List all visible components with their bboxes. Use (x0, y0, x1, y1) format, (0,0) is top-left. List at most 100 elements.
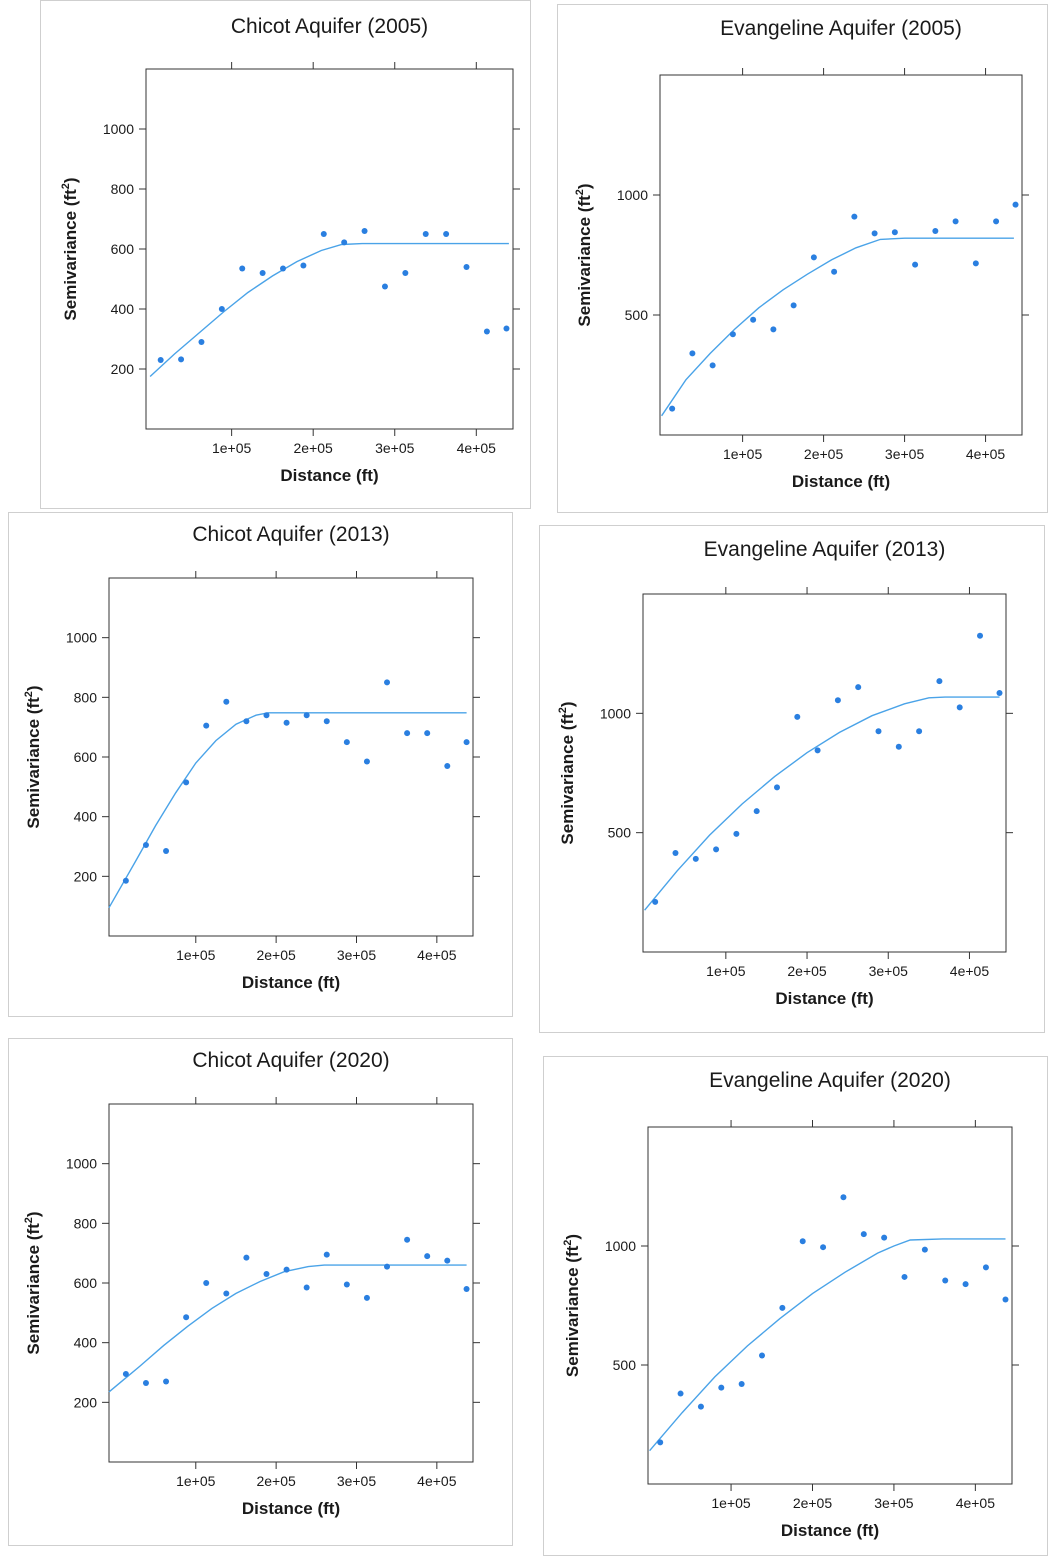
data-point (223, 698, 230, 705)
x-tick-label: 4e+05 (417, 947, 457, 963)
chart-svg: Chicot Aquifer (2005) 1e+05 2e+05 3e+05 4e+0… (60, 15, 520, 485)
data-point (381, 283, 388, 290)
y-tick-label: 800 (111, 181, 135, 197)
x-axis-label: Distance (ft) (781, 1521, 879, 1540)
data-point (779, 1304, 786, 1311)
y-axis-label-superscript: 2 (557, 707, 569, 713)
data-point (444, 762, 451, 769)
data-point (198, 339, 205, 345)
y-axis-label: Semivariance (ft2) (557, 701, 577, 844)
data-point (689, 350, 696, 357)
data-point (263, 1271, 270, 1278)
data-point (677, 1390, 684, 1397)
y-axis-label-superscript: 2 (60, 183, 72, 189)
y-axis-label: Semivariance (ft2) (60, 177, 80, 320)
data-point (794, 713, 801, 720)
y-tick-label: 200 (111, 361, 135, 377)
x-tick-label: 4e+05 (956, 1495, 996, 1511)
data-point (759, 1352, 766, 1359)
data-point (363, 758, 370, 765)
data-point (952, 218, 959, 225)
x-tick-label: 3e+05 (337, 947, 377, 963)
data-point (243, 718, 250, 725)
y-axis-label-superscript: 2 (574, 189, 586, 195)
x-tick-label: 2e+05 (294, 440, 334, 456)
x-axis-label: Distance (ft) (775, 989, 873, 1008)
data-point (851, 213, 858, 220)
y-axis-label-main: Semivariance (ft (575, 195, 594, 327)
data-point (122, 1370, 129, 1377)
x-tick-label: 2e+05 (793, 1495, 833, 1511)
y-axis-label-superscript: 2 (23, 691, 35, 697)
data-point (901, 1273, 908, 1280)
data-point (713, 846, 720, 853)
data-point (263, 712, 270, 719)
data-point (163, 847, 170, 854)
data-point (283, 1266, 290, 1273)
data-point (142, 842, 149, 849)
data-point (404, 730, 411, 737)
y-tick-label: 500 (625, 307, 649, 323)
data-point (891, 229, 898, 236)
data-point (384, 1263, 391, 1270)
data-point (652, 898, 659, 905)
data-point (341, 239, 348, 246)
data-point (422, 231, 429, 237)
y-axis-label-close: ) (575, 183, 594, 189)
y-tick-label: 800 (74, 689, 98, 705)
data-point (810, 254, 817, 261)
y-tick-label: 500 (608, 825, 632, 841)
y-axis-label-main: Semivariance (ft (563, 1245, 582, 1377)
data-point (142, 1379, 149, 1386)
data-point (223, 1290, 230, 1297)
y-axis-label-close: ) (61, 177, 80, 183)
model-curve (644, 696, 1000, 911)
chart-title: Chicot Aquifer (2013) (192, 523, 389, 546)
x-tick-label: 1e+05 (176, 1473, 216, 1489)
data-point (753, 808, 760, 815)
data-point (697, 1403, 704, 1410)
y-tick-label: 1000 (103, 121, 134, 137)
data-point (834, 697, 841, 704)
y-axis-label: Semivariance (ft2) (562, 1234, 582, 1377)
data-point (424, 1253, 431, 1260)
chart-svg: Evangeline Aquifer (2013) 1e+05 2e+05 3e+05… (557, 538, 1013, 1008)
chart-svg: Evangeline Aquifer (2020) 1e+05 2e+05 3e+05… (562, 1069, 1019, 1540)
y-tick-label: 600 (111, 241, 135, 257)
chart-panel-evangeline-2005: Evangeline Aquifer (2005) 1e+05 2e+05 3e+05… (557, 4, 1048, 513)
y-tick-label: 400 (111, 301, 135, 317)
x-tick-label: 2e+05 (256, 947, 296, 963)
y-tick-label: 500 (613, 1357, 637, 1373)
y-axis-label-main: Semivariance (ft (558, 713, 577, 845)
chart-title: Evangeline Aquifer (2005) (720, 17, 962, 40)
y-axis-label-main: Semivariance (ft (61, 189, 80, 321)
x-tick-label: 3e+05 (874, 1495, 914, 1511)
data-point (203, 1280, 210, 1286)
plot-frame (659, 74, 1023, 436)
plot-frame (108, 577, 474, 937)
data-point (280, 265, 287, 272)
data-point (300, 262, 307, 269)
y-axis-label-main: Semivariance (ft (24, 1223, 43, 1355)
data-point (218, 306, 225, 312)
data-point (977, 632, 984, 639)
data-point (860, 1231, 867, 1238)
chart-svg: Chicot Aquifer (2013) 1e+05 2e+05 3e+05 4e+0… (23, 523, 480, 992)
chart-panel-evangeline-2013: Evangeline Aquifer (2013) 1e+05 2e+05 3e+05… (539, 525, 1045, 1033)
y-tick-label: 400 (74, 809, 98, 825)
data-point (895, 743, 902, 750)
data-point (443, 231, 450, 237)
y-tick-label: 800 (74, 1215, 98, 1231)
x-tick-label: 4e+05 (417, 1473, 457, 1489)
data-point (283, 719, 290, 726)
data-point (483, 328, 490, 335)
data-point (993, 218, 1000, 225)
data-point (790, 302, 797, 309)
data-point (831, 268, 838, 275)
data-point (912, 261, 919, 268)
x-axis-label: Distance (ft) (242, 1499, 340, 1518)
x-tick-label: 1e+05 (212, 440, 252, 456)
data-point (921, 1246, 928, 1253)
chart-title: Evangeline Aquifer (2020) (709, 1069, 951, 1092)
data-point (122, 877, 129, 884)
